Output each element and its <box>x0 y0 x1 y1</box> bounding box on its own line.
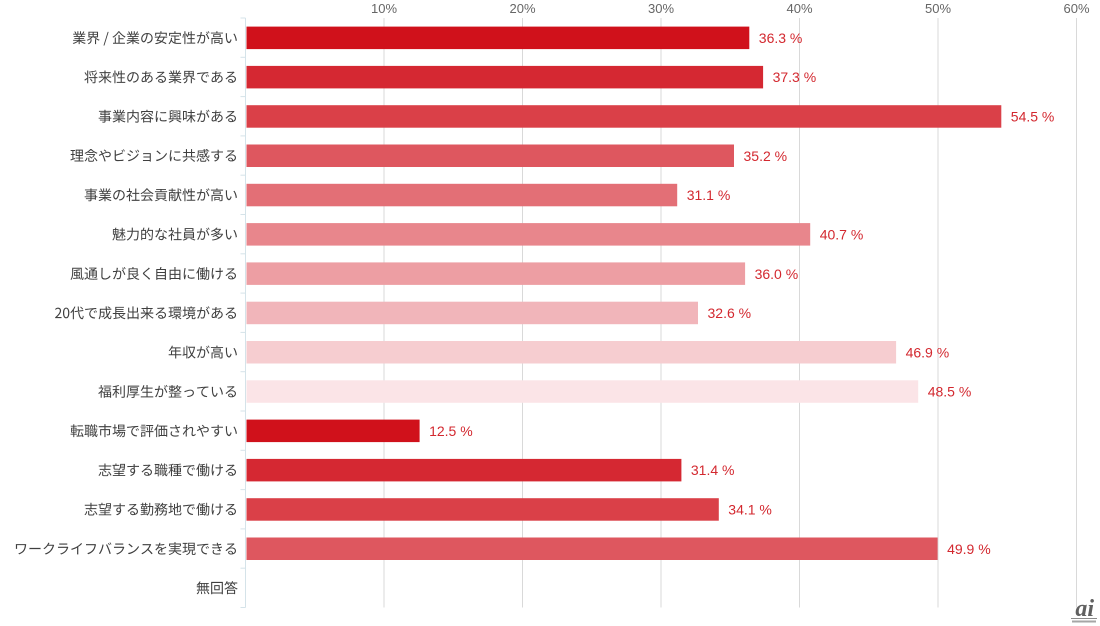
svg-text:49.9 %: 49.9 % <box>947 541 991 557</box>
svg-text:46.9 %: 46.9 % <box>906 344 950 360</box>
svg-text:36.3 %: 36.3 % <box>759 30 803 46</box>
svg-text:31.1 %: 31.1 % <box>687 187 731 203</box>
svg-text:10%: 10% <box>371 1 397 16</box>
svg-text:ai: ai <box>1075 596 1094 622</box>
svg-text:12.5 %: 12.5 % <box>429 423 473 439</box>
svg-text:60%: 60% <box>1063 1 1089 16</box>
svg-text:36.0 %: 36.0 % <box>755 266 799 282</box>
svg-text:35.2 %: 35.2 % <box>744 148 788 164</box>
svg-text:40%: 40% <box>786 1 812 16</box>
svg-text:54.5 %: 54.5 % <box>1011 109 1055 125</box>
svg-text:20%: 20% <box>509 1 535 16</box>
svg-text:50%: 50% <box>925 1 951 16</box>
svg-text:31.4 %: 31.4 % <box>691 462 735 478</box>
svg-text:40.7 %: 40.7 % <box>820 226 864 242</box>
svg-text:48.5 %: 48.5 % <box>928 384 972 400</box>
svg-text:30%: 30% <box>648 1 674 16</box>
svg-text:34.1 %: 34.1 % <box>728 502 772 518</box>
svg-text:37.3 %: 37.3 % <box>773 69 817 85</box>
svg-text:32.6 %: 32.6 % <box>708 305 752 321</box>
